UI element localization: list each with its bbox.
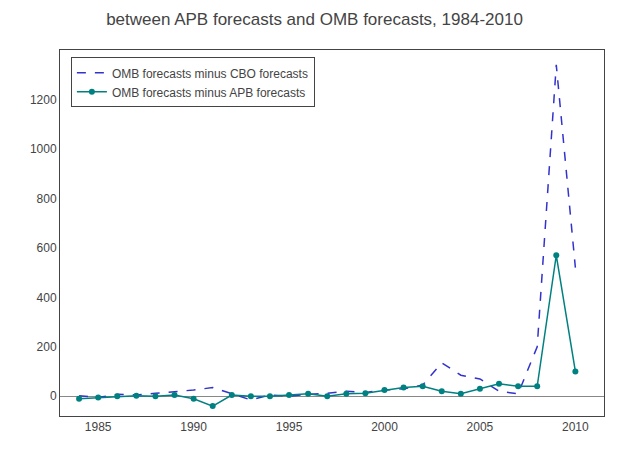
svg-text:400: 400 [37,291,57,305]
svg-text:OMB forecasts minus CBO foreca: OMB forecasts minus CBO forecasts [112,67,308,81]
svg-text:1200: 1200 [30,93,57,107]
svg-text:1990: 1990 [180,420,207,434]
svg-text:1995: 1995 [276,420,303,434]
svg-text:0: 0 [50,389,57,403]
svg-text:2000: 2000 [371,420,398,434]
svg-text:200: 200 [37,340,57,354]
svg-text:2005: 2005 [467,420,494,434]
svg-text:OMB forecasts minus APB foreca: OMB forecasts minus APB forecasts [112,86,305,100]
svg-text:1985: 1985 [85,420,112,434]
svg-text:2010: 2010 [562,420,589,434]
svg-text:600: 600 [37,241,57,255]
svg-text:800: 800 [37,192,57,206]
svg-text:1000: 1000 [30,142,57,156]
svg-text:between APB forecasts and OMB: between APB forecasts and OMB forecasts,… [106,10,523,29]
